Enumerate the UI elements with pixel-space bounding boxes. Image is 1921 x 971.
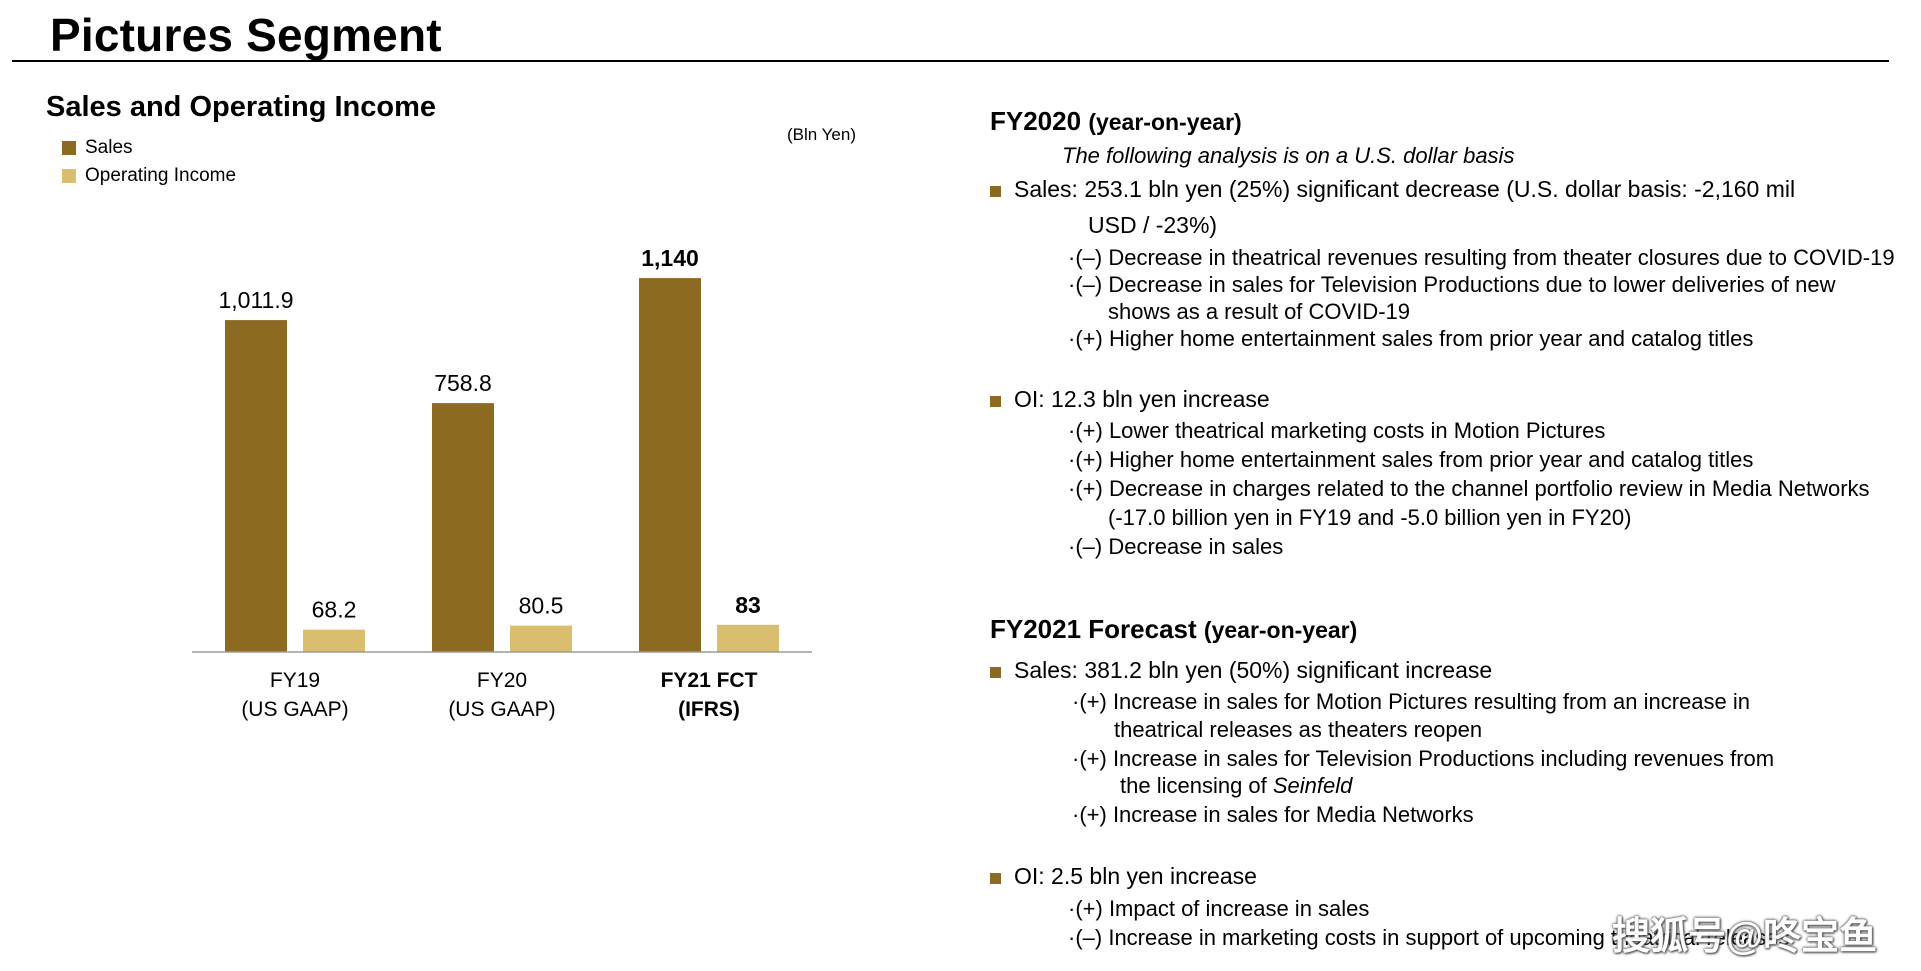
fy2021-sales-item: the licensing of Seinfeld (1120, 773, 1352, 799)
legend-swatch-operating-income (62, 169, 76, 183)
sales-bar (432, 403, 494, 652)
seinfeld-title: Seinfeld (1272, 773, 1353, 798)
fy2020-heading-suffix: (year-on-year) (1088, 109, 1242, 135)
fy2020-sales-item: ·(–) Decrease in theatrical revenues res… (1068, 245, 1895, 270)
fy2021-sales-item: ·(+) Increase in sales for Television Pr… (1072, 746, 1775, 771)
fy2020-oi-line: OI: 12.3 bln yen increase (1014, 386, 1270, 412)
fy2020-oi-item: ·(+) Decrease in charges related to the … (1068, 476, 1870, 501)
bar-chart: 1,011.9 68.2 FY19 (US GAAP) 758.8 80.5 FY20 (US… (192, 245, 812, 721)
fy2021-sales-line: Sales: 381.2 bln yen (50%) significant i… (1014, 657, 1493, 683)
fy2021-oi-item: ·(–) Increase in marketing costs in supp… (1068, 925, 1790, 950)
fy2020-oi-item: ·(–) Decrease in sales (1068, 534, 1284, 559)
fy2020-oi-item: ·(+) Higher home entertainment sales fro… (1068, 447, 1754, 472)
x-tick-label: FY19 (270, 669, 320, 692)
operating-income-bar (510, 625, 572, 652)
title-rule (12, 60, 1889, 62)
fy2020-oi-item: ·(+) Lower theatrical marketing costs in… (1068, 418, 1606, 443)
page-title: Pictures Segment (50, 9, 442, 61)
sales-data-label: 1,011.9 (218, 287, 293, 313)
chart-subtitle: Sales and Operating Income (46, 91, 436, 123)
fy2021-heading: FY2021 Forecast (year-on-year) (990, 614, 1357, 645)
x-tick-label: FY20 (477, 669, 527, 692)
fy2021-oi-item: ·(+) Impact of increase in sales (1068, 896, 1370, 921)
sales-bar (225, 320, 287, 652)
sales-data-label: 758.8 (434, 370, 492, 396)
legend-swatch-sales (62, 141, 76, 155)
fy2020-heading-text: FY2020 (990, 106, 1082, 136)
fy2020-note: The following analysis is on a U.S. doll… (1062, 143, 1515, 168)
legend-item-sales: Sales (62, 134, 236, 162)
fy2021-sales-item: theatrical releases as theaters reopen (1114, 717, 1483, 742)
watermark: 搜狐号@咚宝鱼 (1612, 916, 1878, 958)
operating-income-data-label: 80.5 (519, 593, 564, 619)
chart-legend: Sales Operating Income (62, 134, 236, 190)
fy2020-sales-item: ·(+) Higher home entertainment sales fro… (1068, 326, 1754, 351)
unit-label: (Bln Yen) (787, 125, 856, 144)
bullet-square (990, 873, 1001, 884)
fy2021-heading-suffix: (year-on-year) (1203, 617, 1358, 643)
fy2020-sales-line1: Sales: 253.1 bln yen (25%) significant d… (1014, 176, 1796, 202)
fy2020-sales-item: shows as a result of COVID-19 (1108, 299, 1411, 324)
fy2021-sales-item: ·(+) Increase in sales for Motion Pictur… (1072, 689, 1751, 714)
bullet-square (990, 667, 1001, 678)
fy2020-heading: FY2020 (year-on-year) (990, 106, 1242, 137)
fy2021-oi-line: OI: 2.5 bln yen increase (1014, 863, 1257, 889)
sales-data-label: 1,140 (641, 245, 699, 271)
legend-label-operating-income: Operating Income (85, 165, 237, 186)
legend-label-sales: Sales (85, 137, 133, 158)
x-tick-label: (US GAAP) (241, 698, 348, 721)
bullet-square (990, 396, 1001, 407)
fy2020-sales-item: ·(–) Decrease in sales for Television Pr… (1068, 272, 1836, 297)
operating-income-bar (303, 629, 365, 652)
operating-income-bar (717, 624, 779, 652)
x-tick-label: (US GAAP) (448, 698, 555, 721)
fy2021-sales-item-text: the licensing of (1120, 773, 1273, 798)
bullet-square (990, 186, 1001, 197)
x-tick-label: (IFRS) (678, 698, 740, 721)
fy2020-sales-line2: USD / -23%) (1088, 212, 1218, 238)
x-tick-label: FY21 FCT (661, 669, 758, 692)
operating-income-data-label: 68.2 (312, 597, 357, 623)
fy2021-sales-item: ·(+) Increase in sales for Media Network… (1072, 802, 1474, 827)
fy2021-heading-text: FY2021 Forecast (990, 614, 1197, 644)
legend-item-operating-income: Operating Income (62, 162, 236, 190)
sales-bar (639, 278, 701, 652)
fy2020-oi-item: (-17.0 billion yen in FY19 and -5.0 bill… (1108, 505, 1632, 530)
operating-income-data-label: 83 (735, 592, 761, 618)
